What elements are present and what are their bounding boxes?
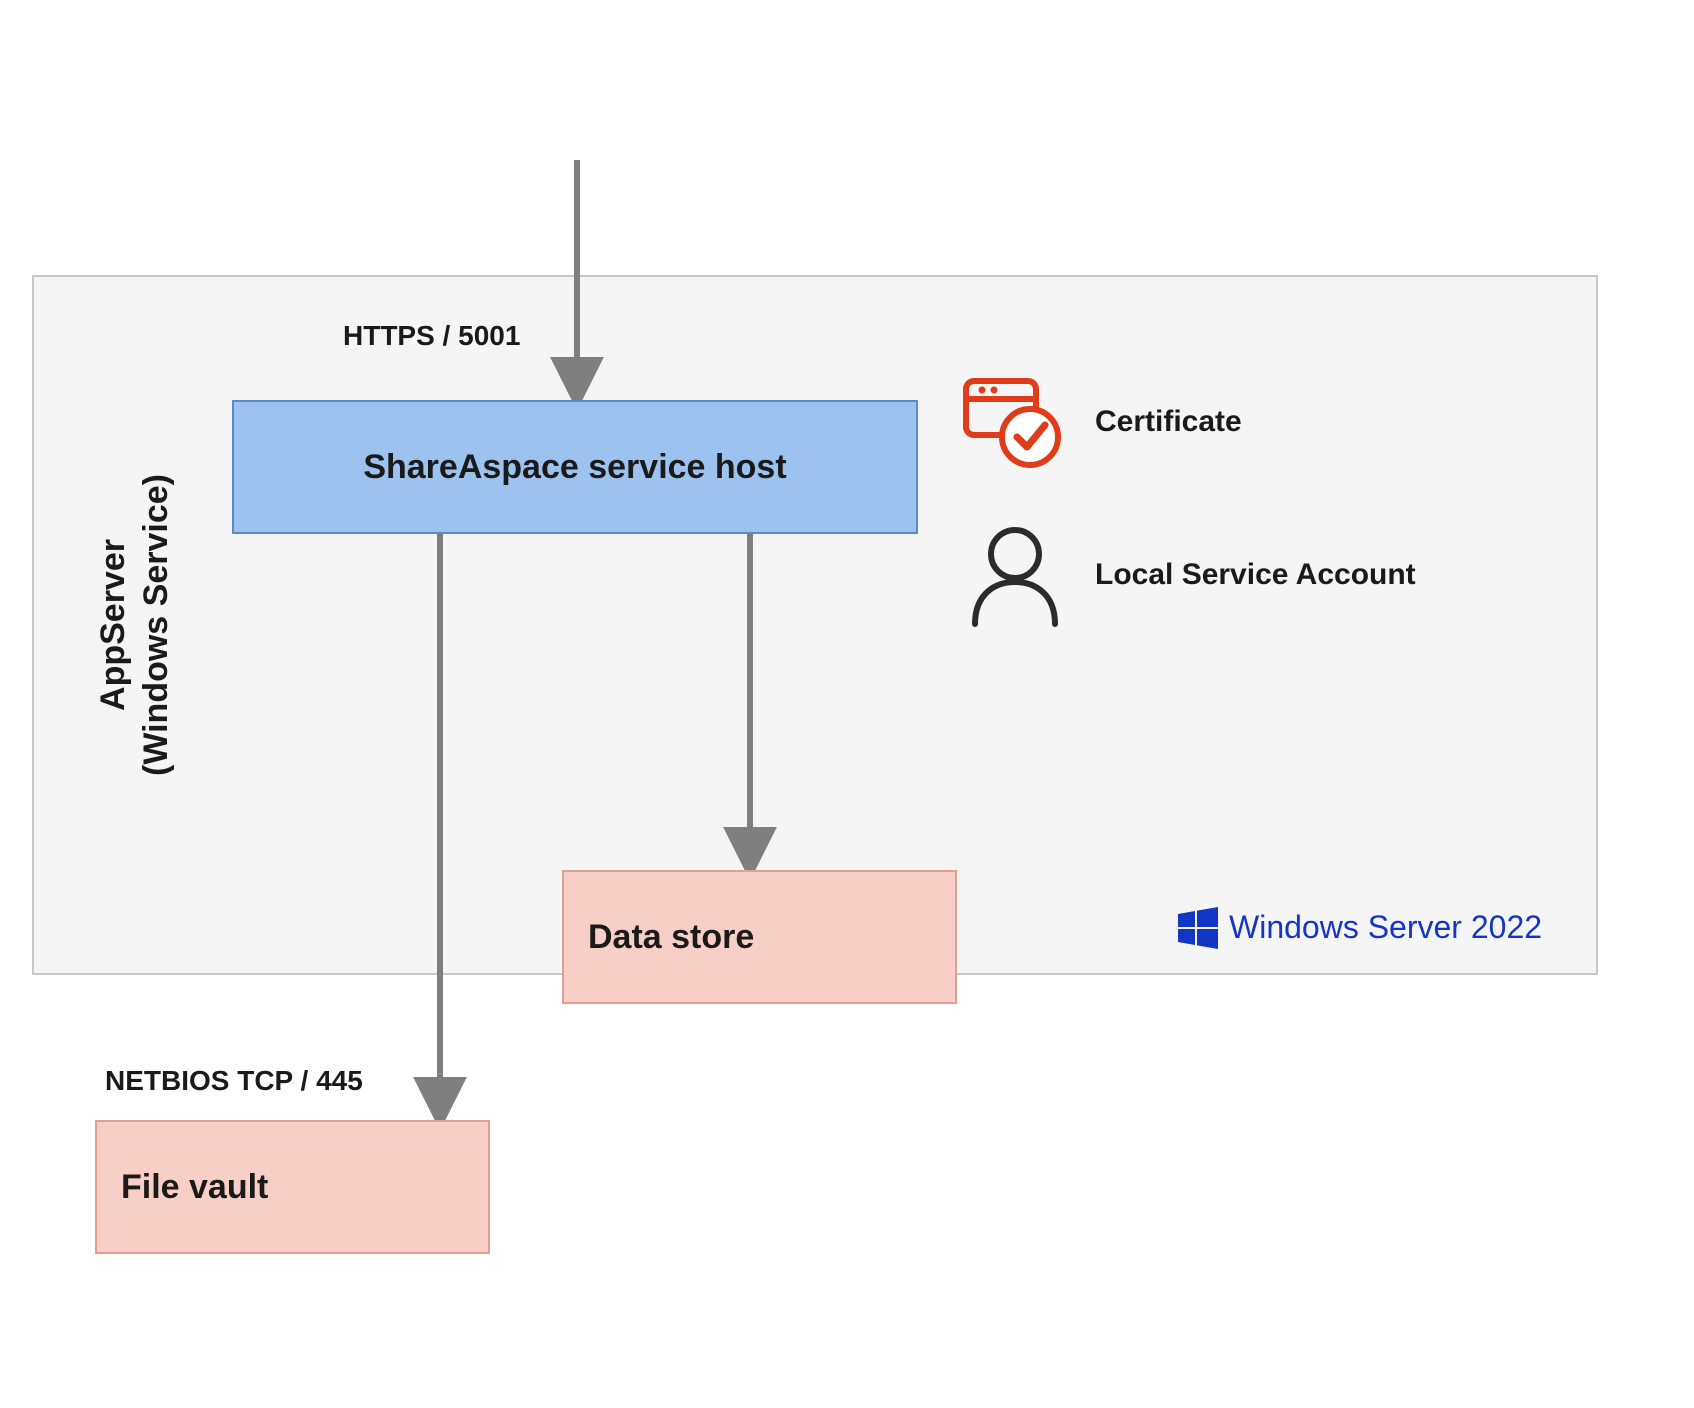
data-store-label: Data store — [588, 918, 754, 957]
windows-icon — [1175, 905, 1221, 951]
certificate-icon — [960, 375, 1070, 475]
user-icon — [960, 520, 1070, 630]
service-host-label: ShareAspace service host — [363, 448, 786, 487]
appserver-container-label: AppServer (Windows Service) — [92, 315, 177, 935]
windows-server-label: Windows Server 2022 — [1229, 909, 1542, 946]
file-vault-label: File vault — [121, 1168, 268, 1207]
appserver-label-line2: (Windows Service) — [137, 474, 175, 776]
service-host-node: ShareAspace service host — [232, 400, 918, 534]
certificate-label: Certificate — [1095, 405, 1242, 439]
local-service-account-label: Local Service Account — [1095, 558, 1416, 592]
netbios-edge-label: NETBIOS TCP / 445 — [105, 1065, 363, 1097]
https-edge-label: HTTPS / 5001 — [343, 320, 520, 352]
data-store-node: Data store — [562, 870, 957, 1004]
appserver-label-line1: AppServer — [94, 539, 132, 711]
file-vault-node: File vault — [95, 1120, 490, 1254]
diagram-canvas: AppServer (Windows Service) ShareAspace … — [0, 0, 1694, 1408]
